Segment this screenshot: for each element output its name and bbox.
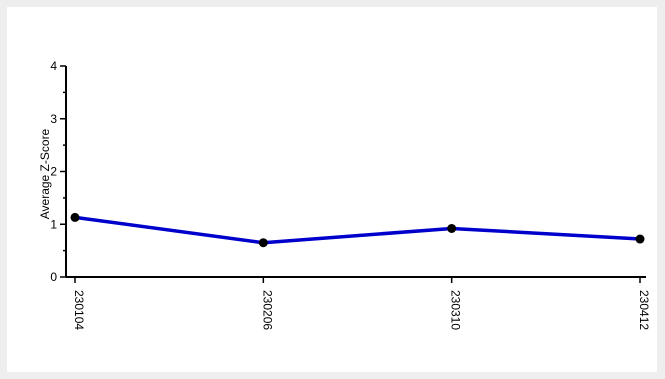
x-tick-label: 230412: [637, 290, 651, 330]
y-tick-label: 3: [50, 112, 57, 126]
data-point: [447, 223, 457, 233]
data-point: [635, 234, 645, 244]
axes: [65, 66, 646, 278]
data-point: [258, 238, 268, 248]
x-tick-label: 230104: [72, 290, 86, 330]
y-ticks: 0 1 2 3 4: [50, 59, 66, 284]
line-chart: 0 1 2 3 4 230104 230206 230310 230412 Average Z…: [38, 59, 651, 330]
series-group: [70, 212, 645, 248]
x-tick-label: 230206: [260, 290, 274, 330]
x-tick-label: 230310: [449, 290, 463, 330]
x-ticks: 230104 230206 230310 230412: [72, 277, 651, 330]
y-tick-label: 0: [50, 270, 57, 284]
chart-panel: 0 1 2 3 4 230104 230206 230310 230412 Average Z…: [7, 7, 657, 372]
series-line: [73, 215, 642, 245]
y-tick-label: 2: [50, 165, 57, 179]
y-tick-label: 1: [50, 217, 57, 231]
y-tick-label: 4: [50, 59, 57, 73]
y-axis-title: Average Z-Score: [38, 128, 52, 219]
data-point: [70, 212, 80, 222]
